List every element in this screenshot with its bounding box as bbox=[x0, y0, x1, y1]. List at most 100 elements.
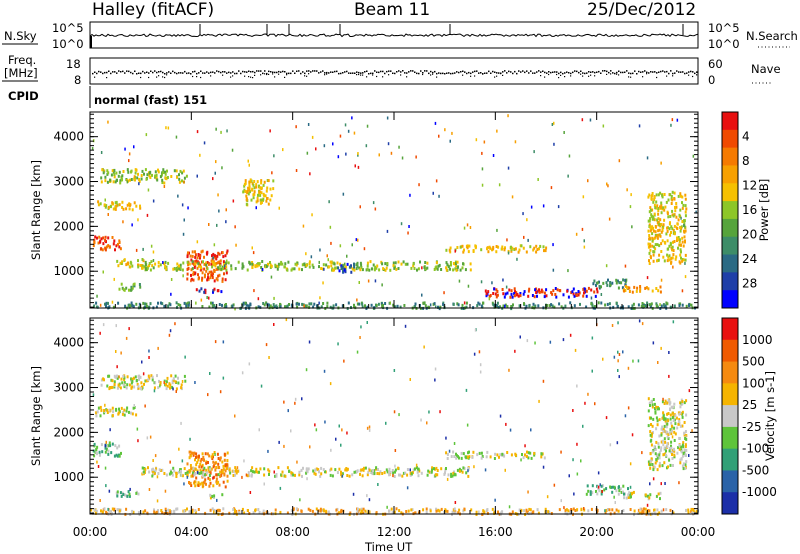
echo-cell bbox=[518, 508, 521, 512]
echo-cell bbox=[692, 508, 695, 512]
echo-cell bbox=[451, 474, 454, 478]
echo-cell bbox=[340, 508, 343, 512]
echo-cell bbox=[474, 328, 477, 332]
freq-point bbox=[654, 71, 656, 73]
echo-cell bbox=[533, 295, 536, 299]
echo-cell bbox=[501, 245, 504, 249]
echo-cell bbox=[176, 266, 179, 270]
echo-cell bbox=[671, 435, 674, 439]
echo-cell bbox=[660, 161, 662, 165]
echo-cell bbox=[116, 386, 119, 390]
freq-point bbox=[404, 72, 406, 74]
echo-cell bbox=[217, 462, 220, 466]
echo-cell bbox=[93, 238, 96, 242]
echo-cell bbox=[438, 509, 441, 513]
freq-point bbox=[608, 71, 610, 74]
echo-cell bbox=[107, 452, 110, 456]
echo-cell bbox=[185, 302, 188, 306]
echo-cell bbox=[113, 508, 116, 512]
echo-cell bbox=[656, 259, 658, 263]
echo-cell bbox=[679, 461, 682, 465]
freq-point bbox=[206, 71, 208, 73]
echo-cell bbox=[412, 468, 415, 472]
echo-cell bbox=[137, 259, 139, 263]
echo-cell bbox=[355, 263, 358, 267]
nave-point bbox=[540, 75, 542, 77]
echo-cell bbox=[167, 126, 170, 130]
echo-cell bbox=[377, 302, 380, 306]
echo-cell bbox=[130, 301, 133, 305]
echo-cell bbox=[412, 262, 415, 266]
echo-cell bbox=[682, 441, 685, 445]
echo-cell bbox=[152, 472, 155, 476]
echo-cell bbox=[387, 142, 390, 146]
echo-cell bbox=[347, 301, 350, 305]
echo-cell bbox=[216, 254, 219, 258]
echo-cell bbox=[668, 254, 671, 258]
echo-cell bbox=[654, 243, 657, 247]
echo-cell bbox=[446, 453, 449, 456]
echo-cell bbox=[494, 292, 497, 296]
echo-cell bbox=[172, 378, 175, 382]
echo-cell bbox=[275, 264, 278, 268]
echo-cell bbox=[384, 268, 387, 272]
echo-cell bbox=[260, 201, 263, 204]
echo-cell bbox=[192, 278, 195, 282]
echo-cell bbox=[422, 508, 425, 512]
echo-cell bbox=[666, 401, 669, 405]
echo-cell bbox=[162, 170, 165, 174]
freq-point bbox=[682, 71, 684, 73]
echo-cell bbox=[681, 259, 684, 263]
echo-cell bbox=[614, 501, 616, 504]
echo-cell bbox=[214, 468, 217, 472]
echo-cell bbox=[115, 244, 118, 248]
echo-cell bbox=[654, 225, 657, 228]
echo-cell bbox=[251, 246, 253, 250]
velocity-colorbar-label: Velocity [m s-1] bbox=[763, 371, 777, 461]
echo-cell bbox=[259, 193, 262, 197]
echo-cell bbox=[203, 267, 206, 271]
echo-cell bbox=[109, 444, 112, 448]
echo-cell bbox=[221, 251, 224, 255]
echo-cell bbox=[209, 276, 212, 280]
nave-point bbox=[274, 76, 276, 78]
echo-cell bbox=[540, 288, 543, 292]
echo-cell bbox=[368, 468, 371, 472]
echo-cell bbox=[145, 267, 147, 271]
echo-cell bbox=[336, 261, 339, 265]
echo-cell bbox=[486, 247, 488, 251]
echo-cell bbox=[549, 340, 552, 344]
echo-cell bbox=[551, 304, 554, 308]
echo-cell bbox=[363, 466, 365, 470]
echo-cell bbox=[683, 431, 686, 435]
colorbar-swatch bbox=[722, 165, 738, 184]
colorbar-swatch bbox=[722, 254, 738, 273]
echo-cell bbox=[660, 509, 663, 513]
echo-cell bbox=[467, 284, 470, 288]
echo-cell bbox=[660, 204, 663, 207]
echo-cell bbox=[244, 179, 247, 183]
echo-cell bbox=[674, 206, 676, 209]
time-axis: 00:00 04:00 08:00 12:00 16:00 20:00 00:00 bbox=[73, 112, 715, 539]
echo-cell bbox=[315, 507, 318, 511]
echo-cell bbox=[471, 455, 474, 459]
echo-cell bbox=[150, 374, 153, 378]
echo-cell bbox=[601, 484, 604, 488]
echo-cell bbox=[463, 248, 465, 252]
echo-cell bbox=[135, 168, 138, 172]
nave-point bbox=[406, 76, 408, 78]
echo-cell bbox=[674, 422, 677, 426]
echo-cell bbox=[605, 281, 608, 285]
echo-cell bbox=[187, 251, 189, 255]
echo-cell bbox=[660, 206, 663, 209]
freq-point bbox=[474, 70, 476, 73]
echo-cell bbox=[245, 202, 248, 206]
freq-point bbox=[584, 72, 586, 75]
echo-cell bbox=[469, 226, 472, 229]
echo-cell bbox=[652, 259, 655, 263]
echo-cell bbox=[658, 418, 661, 422]
echo-cell bbox=[508, 505, 511, 509]
echo-cell bbox=[137, 439, 139, 443]
echo-cell bbox=[562, 338, 565, 342]
echo-cell bbox=[567, 269, 569, 273]
